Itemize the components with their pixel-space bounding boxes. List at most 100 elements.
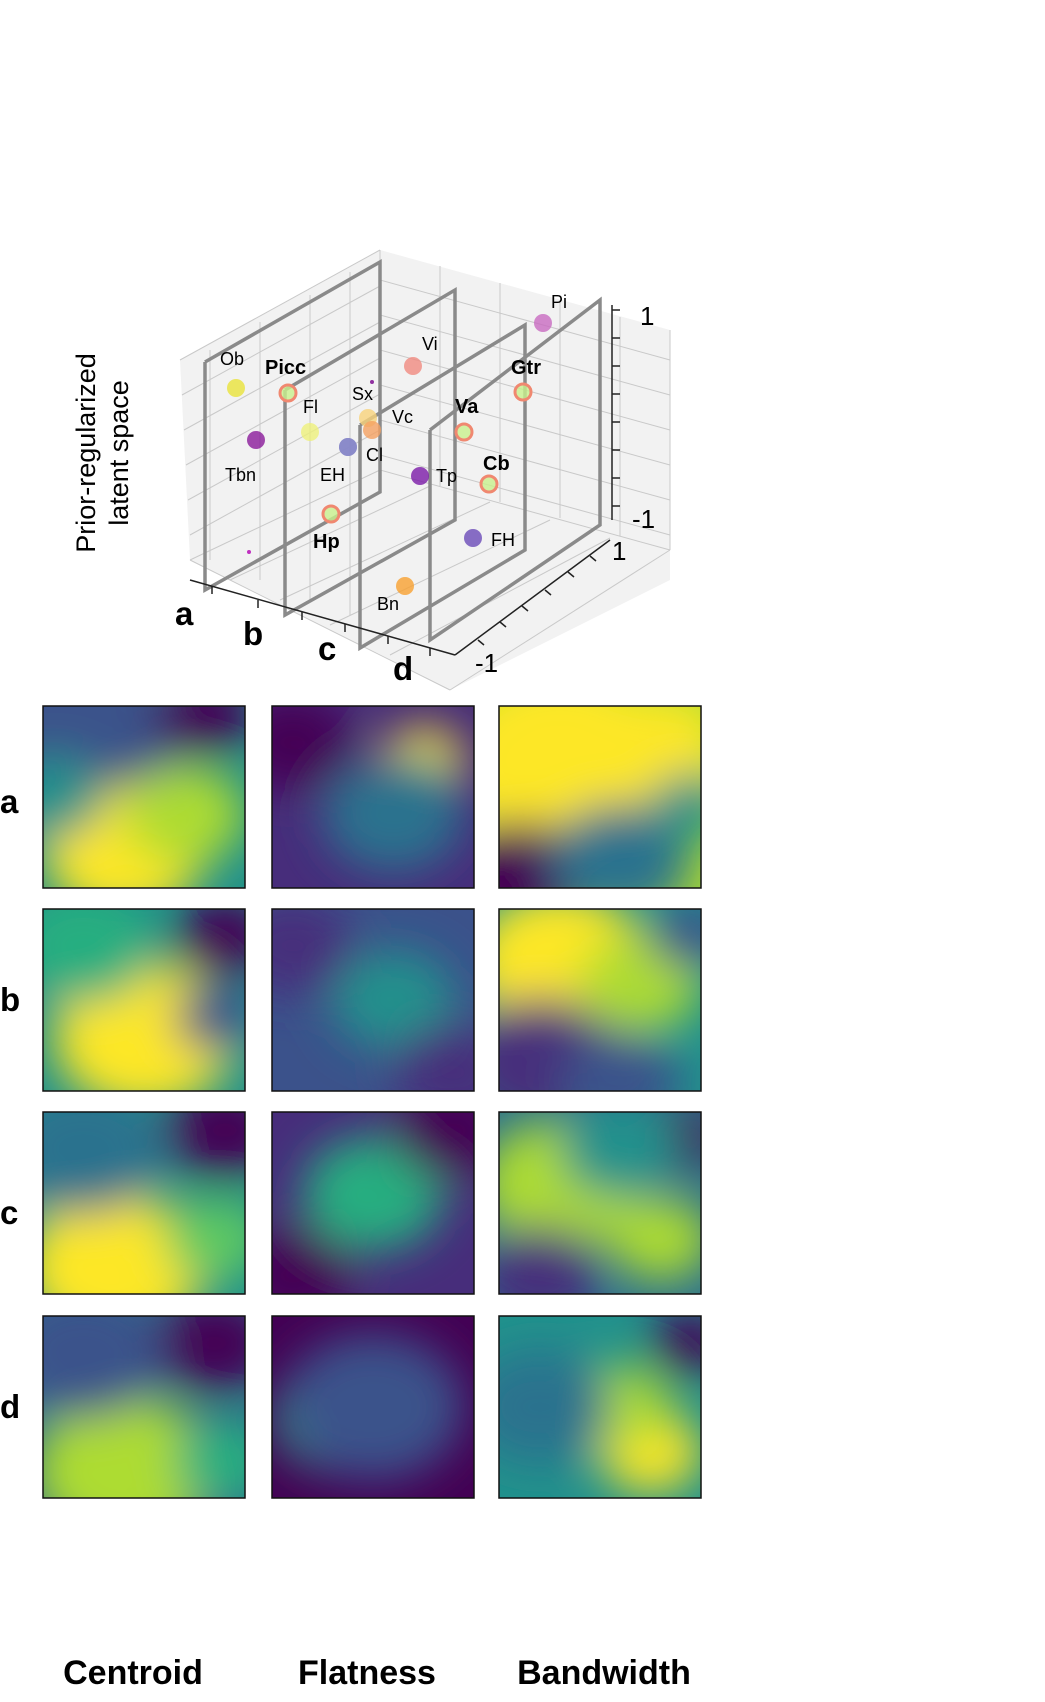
point-tbn: Tbn	[225, 431, 265, 485]
point-ob: Ob	[220, 349, 245, 397]
column-label-bandwidth: Bandwidth	[517, 1654, 691, 1692]
point-marker-tp	[411, 467, 429, 485]
point-label-fh: FH	[491, 530, 515, 550]
point-bn: Bn	[377, 577, 414, 614]
point-vc: Vc	[363, 407, 413, 439]
point-marker-cb	[479, 474, 499, 494]
tick-label-depth-near: -1	[475, 648, 498, 678]
point-label-sx: Sx	[352, 384, 373, 404]
slice-label-a: a	[175, 595, 194, 632]
slice-planes	[203, 258, 602, 652]
point-fh: FH	[464, 529, 515, 550]
point-label-eh: EH	[320, 465, 345, 485]
heatmap-b-bandwidth	[499, 909, 701, 1091]
heatmap-d-centroid	[43, 1316, 245, 1498]
point-marker-eh	[339, 438, 357, 456]
slice-plane-b	[283, 286, 457, 618]
point-pi: Pi	[534, 292, 567, 332]
slice-label-d: d	[393, 650, 413, 687]
heatmap-b-centroid	[43, 909, 245, 1091]
slice-label-b: b	[243, 615, 263, 652]
heatmap-frame	[42, 1111, 246, 1295]
point-marker-vc	[363, 421, 381, 439]
heatmap-frame	[271, 1315, 475, 1499]
heatmap-b-flatness	[272, 909, 474, 1091]
heatmap-frame	[498, 1315, 702, 1499]
point-marker-pi	[534, 314, 552, 332]
axis-ticks	[211, 309, 620, 656]
point-label-tp: Tp	[436, 466, 457, 486]
heatmap-c-bandwidth	[499, 1112, 701, 1294]
row-label-c: c	[0, 1194, 18, 1231]
heatmap-c-flatness	[272, 1112, 474, 1294]
tick-label-depth-far: 1	[612, 536, 626, 566]
heatmap-c-centroid	[43, 1112, 245, 1294]
axis-edges	[189, 305, 613, 656]
point-marker-gtr	[513, 382, 533, 402]
point-label-bn: Bn	[377, 594, 399, 614]
row-label-a: a	[0, 783, 19, 820]
point-eh: EH	[320, 438, 357, 485]
point-marker-picc	[278, 383, 298, 403]
heatmap-d-flatness	[272, 1316, 474, 1498]
latent-ylabel-line2: latent space	[104, 380, 134, 526]
point-hp: Hp	[313, 504, 341, 553]
point-marker-tbn	[247, 431, 265, 449]
point-label-va: Va	[455, 396, 479, 418]
point-gtr: Gtr	[511, 357, 541, 402]
point-marker-ob	[227, 379, 245, 397]
heatmap-frame	[498, 908, 702, 1092]
heatmap-a-centroid	[43, 706, 245, 888]
heatmap-frame	[271, 705, 475, 889]
point-marker-va	[454, 422, 474, 442]
point-marker-bn	[396, 577, 414, 595]
point-label-vi: Vi	[422, 334, 438, 354]
slice-label-c: c	[318, 630, 336, 667]
stray-point	[370, 380, 374, 384]
heatmap-frame	[42, 908, 246, 1092]
point-marker-fl	[301, 423, 319, 441]
heatmap-d-bandwidth	[499, 1316, 701, 1498]
point-label-cb: Cb	[483, 453, 510, 475]
point-cb: Cb	[479, 453, 510, 494]
heatmap-grid	[42, 705, 702, 1499]
point-marker-hp	[321, 504, 341, 524]
point-vi: Vi	[404, 334, 438, 375]
tick-label-vertical-bottom: -1	[632, 504, 655, 534]
point-label-hp: Hp	[313, 531, 340, 553]
point-label-tbn: Tbn	[225, 465, 256, 485]
slice-plane-a	[203, 258, 382, 593]
point-label-vc: Vc	[392, 407, 413, 427]
point-fl: Fl	[301, 397, 319, 441]
point-label-cl: Cl	[366, 445, 383, 465]
point-va: Va	[454, 396, 479, 442]
point-label-fl: Fl	[303, 397, 318, 417]
slice-plane-d	[428, 296, 602, 644]
row-label-d: d	[0, 1388, 20, 1425]
scatter-points: Ob Picc Fl Tbn Sx Vi Vc Cl EH Tp Va Gtr Pi Cb FH Hp Bn	[220, 292, 567, 614]
point-label-gtr: Gtr	[511, 357, 541, 379]
column-label-flatness: Flatness	[298, 1654, 436, 1692]
row-label-b: b	[0, 981, 20, 1018]
point-marker-fh	[464, 529, 482, 547]
heatmap-frame	[498, 1111, 702, 1295]
point-label-picc: Picc	[265, 357, 306, 379]
point-picc: Picc	[265, 357, 306, 403]
latent-ylabel-line1: Prior-regularized	[71, 353, 101, 553]
tick-label-vertical-top: 1	[640, 301, 654, 331]
point-tp: Tp	[411, 466, 457, 486]
heatmap-frame	[271, 908, 475, 1092]
stray-point	[247, 550, 251, 554]
point-label-pi: Pi	[551, 292, 567, 312]
slice-plane-c	[358, 321, 527, 652]
heatmap-frame	[498, 705, 702, 889]
heatmap-a-flatness	[272, 706, 474, 888]
point-label-ob: Ob	[220, 349, 244, 369]
point-marker-vi	[404, 357, 422, 375]
heatmap-frame	[42, 1315, 246, 1499]
heatmap-a-bandwidth	[499, 706, 701, 888]
heatmap-frame	[42, 705, 246, 889]
heatmap-frame	[271, 1111, 475, 1295]
column-label-centroid: Centroid	[63, 1654, 203, 1692]
